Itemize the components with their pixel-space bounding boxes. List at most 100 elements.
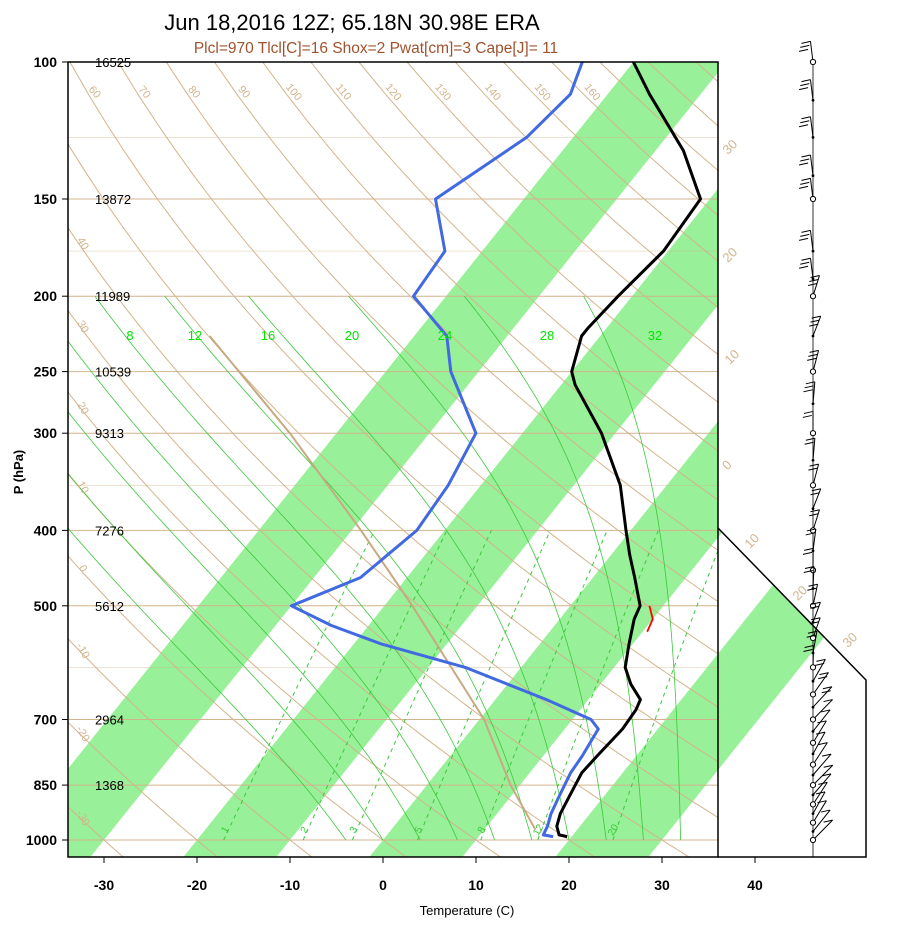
y-tick-label: 400: [34, 522, 58, 538]
wind-barb: [812, 381, 816, 404]
dry-adiabat: [68, 309, 691, 857]
wind-barb-flag: [803, 570, 813, 574]
wind-barb: [812, 528, 817, 551]
wind-barbs: [798, 40, 834, 857]
chart-subtitle: Plcl=970 Tlcl[C]=16 Shox=2 Pwat[cm]=3 Ca…: [194, 40, 558, 57]
wind-barb-flag: [806, 528, 816, 532]
wind-panel-frame: [717, 527, 867, 858]
wind-dot: [811, 729, 815, 733]
wind-barb-flag: [801, 229, 811, 233]
x-tick-label: -30: [94, 877, 114, 893]
wind-barb-flag: [798, 162, 809, 166]
isotherm-band: [718, 62, 866, 857]
wind-barb-flag: [817, 720, 827, 724]
y-axis-title: P (hPa): [11, 450, 26, 495]
moist-adiabat-label: 24: [438, 328, 452, 343]
wind-barb-flag: [823, 699, 833, 703]
mixing-ratio-label: 8: [476, 825, 489, 836]
y-tick-label: 700: [34, 711, 58, 727]
dry-adiabat: [68, 473, 502, 857]
dry-adiabat: [68, 555, 408, 857]
wind-barb-flag: [798, 48, 809, 52]
height-label: 2964: [95, 712, 124, 727]
wind-barb-flag: [809, 513, 819, 517]
moist-adiabat-label: 20: [345, 328, 359, 343]
moist-adiabat: [68, 340, 458, 841]
wind-barb: [812, 809, 831, 832]
x-tick-label: -10: [280, 877, 300, 893]
mixing-ratio-line: [480, 530, 608, 841]
x-tick-label: 10: [468, 877, 484, 893]
y-tick-label: 850: [34, 777, 58, 793]
wind-barb: [812, 709, 831, 732]
isotherm-label: 10: [721, 346, 742, 367]
wind-barb-flag: [821, 690, 831, 694]
wind-barb-flag: [821, 773, 832, 777]
x-tick-label: 20: [561, 877, 577, 893]
moist-adiabat-label: 32: [648, 328, 662, 343]
wind-calm-circle: [809, 716, 817, 723]
parcel-trace: [208, 335, 537, 831]
wind-barb-flag: [805, 437, 815, 441]
wind-barb-flag: [808, 583, 818, 587]
dry-adiabat: [68, 226, 718, 819]
wind-barb-flag: [810, 605, 820, 609]
dry-adiabat: [69, 62, 718, 708]
wind-barb-flag: [804, 441, 814, 445]
wind-barb: [812, 617, 821, 639]
wind-dot: [811, 277, 815, 281]
wind-barb: [809, 116, 814, 138]
dry-adiabat: [310, 62, 718, 452]
dry-adiabat: [68, 143, 718, 763]
wind-barb-flag: [810, 492, 820, 496]
moist-adiabat: [248, 295, 570, 841]
wind-calm-circle: [809, 430, 817, 437]
dry-adiabat-label: 20: [74, 400, 91, 417]
wind-calm-circle: [809, 761, 817, 768]
wind-barb-flag: [806, 634, 816, 638]
wind-barb-flag: [818, 781, 828, 785]
height-label: 7276: [95, 523, 124, 538]
wind-dot: [811, 507, 815, 510]
y-tick-label: 500: [34, 598, 58, 614]
moist-adiabat-label: 8: [126, 328, 133, 343]
dry-adiabat: [68, 806, 124, 857]
wind-barb-flag: [809, 279, 819, 283]
wind-barb-flag: [800, 261, 810, 265]
wind-barb: [812, 315, 822, 337]
y-tick-label: 300: [34, 425, 58, 441]
wind-barb: [812, 509, 820, 531]
wind-barb-flag: [800, 181, 810, 185]
dry-adiabat: [117, 62, 718, 655]
wind-barb-flag: [801, 257, 811, 261]
dry-adiabat-label: 40: [74, 235, 91, 252]
mixing-ratio-label: 12: [531, 822, 546, 838]
isotherm-label: 30: [839, 629, 860, 650]
wind-barb-flag: [798, 185, 809, 189]
isotherm-band: [183, 188, 718, 857]
dry-adiabat-label: -20: [73, 724, 91, 744]
dry-adiabat-label: 120: [382, 81, 403, 103]
wind-dot: [811, 135, 815, 139]
moist-adiabat: [68, 411, 421, 841]
wind-barb-flag: [809, 621, 820, 625]
moist-adiabat-label: 16: [261, 328, 275, 343]
x-tick-label: -20: [187, 877, 207, 893]
y-tick-label: 200: [34, 288, 58, 304]
dry-adiabat-label: 90: [235, 84, 252, 101]
wind-barb: [812, 584, 819, 606]
wind-barb-flag: [821, 809, 831, 813]
wind-barb: [809, 41, 814, 63]
wind-barb: [812, 350, 820, 372]
wind-barb-flag: [801, 177, 811, 181]
wind-barb-flag: [811, 488, 821, 492]
wind-barb-flag: [808, 467, 818, 471]
wind-barb: [812, 742, 828, 765]
wind-barb-flag: [802, 551, 813, 555]
wind-dot: [811, 249, 815, 253]
wind-barb-flag: [815, 662, 825, 666]
mixing-ratio-line: [302, 530, 448, 841]
sounding-profiles: [289, 62, 702, 839]
wind-barb-flag: [811, 315, 821, 319]
